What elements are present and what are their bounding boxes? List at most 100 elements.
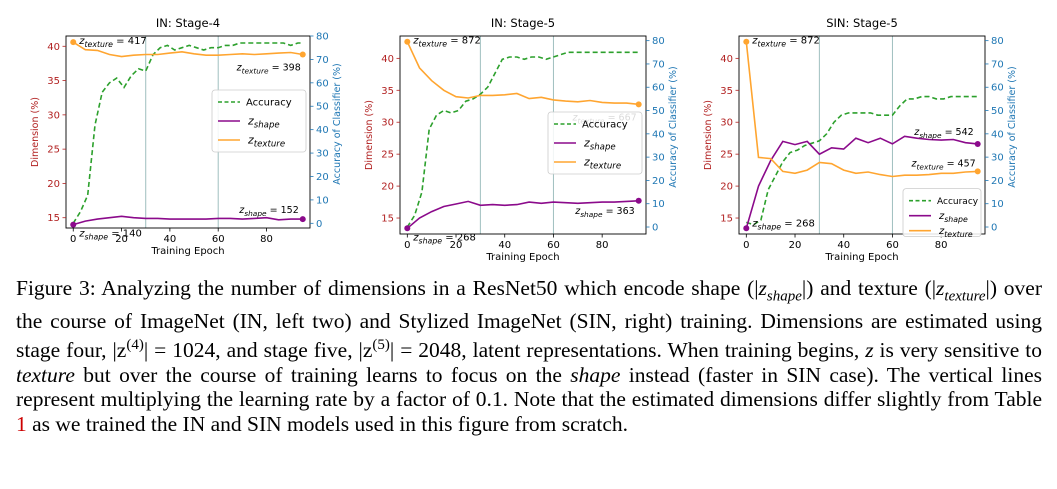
shape-end-annotation-var: z <box>238 205 245 216</box>
legend-z-texture-label: ztexture <box>938 226 973 239</box>
legend-accuracy-label: Accuracy <box>937 197 979 207</box>
shape-end-annotation-sub: shape <box>244 209 267 218</box>
texture-start-annotation-var: z <box>412 36 419 47</box>
shape-start-annotation-sub: shape <box>758 222 782 231</box>
legend-z-texture-label-var: z <box>247 134 254 147</box>
legend-z-shape-label: zshape <box>938 211 968 224</box>
x-tick-label: 80 <box>260 234 273 245</box>
legend: Accuracy zshape ztexture <box>902 188 982 239</box>
texture-end-annotation-sub: texture <box>917 162 944 171</box>
shape-start-annotation-var: z <box>751 218 758 229</box>
x-tick-label: 40 <box>837 240 850 251</box>
x-tick-label: 40 <box>164 234 177 245</box>
texture-end-annotation-sub: texture <box>242 67 269 76</box>
y-right-tick-label: 80 <box>316 32 329 43</box>
texture-start-annotation-var: z <box>751 36 758 47</box>
shape-start-annotation-value: = 268 <box>442 232 476 243</box>
y-tick-label: 35 <box>720 86 733 97</box>
z-shape-line <box>745 135 978 229</box>
y-right-tick-label: 60 <box>652 83 665 94</box>
texture-start-annotation-sub: texture <box>84 40 113 49</box>
z-texture-line <box>406 41 639 106</box>
shape-start-annotation: zshape = 268 <box>412 232 476 245</box>
x-tick-label: 0 <box>404 240 410 251</box>
y-right-tick-label: 50 <box>991 106 1004 117</box>
x-axis-label: Training Epoch <box>150 246 224 257</box>
z-texture-end-marker <box>299 51 306 58</box>
shape-end-annotation: zshape = 363 <box>574 206 635 219</box>
shape-start-annotation-value: = 140 <box>108 229 142 240</box>
shape-end-annotation-var: z <box>913 127 920 138</box>
y-right-tick-label: 70 <box>991 59 1004 70</box>
y-tick-label: 35 <box>381 86 394 97</box>
y-right-tick-label: 10 <box>316 195 329 206</box>
y-right-tick-label: 30 <box>316 149 329 160</box>
y-tick-label: 40 <box>720 54 733 65</box>
texture-start-annotation-value: = 872 <box>447 36 481 47</box>
accuracy-line <box>746 95 978 226</box>
y-tick-label: 40 <box>47 42 60 53</box>
chart-3: SIN: Stage-5 0 20 40 60 80 Training Epoch 15 20 2… <box>703 16 1018 263</box>
x-tick-label: 20 <box>115 234 128 245</box>
z-shape-start-marker <box>404 225 411 232</box>
y-tick-label: 30 <box>381 118 394 129</box>
y-right-tick-label: 10 <box>652 199 665 210</box>
x-tick-label: 0 <box>743 240 749 251</box>
legend-z-shape-label-sub: shape <box>254 121 280 131</box>
x-tick-label: 60 <box>547 240 560 251</box>
y-tick-label: 20 <box>47 179 60 190</box>
legend-z-shape-label-var: z <box>583 137 590 150</box>
x-tick-label: 60 <box>886 240 899 251</box>
texture-start-annotation: ztexture = 417 <box>78 36 147 49</box>
y-right-tick-label: 0 <box>991 223 997 234</box>
legend-accuracy-label: Accuracy <box>582 120 628 131</box>
x-axis-label: Training Epoch <box>824 252 898 263</box>
z-texture-start-marker <box>404 38 411 45</box>
y-tick-label: 35 <box>47 76 60 87</box>
z-shape-line <box>406 200 639 229</box>
y-tick-label: 30 <box>720 118 733 129</box>
texture-end-annotation-value: = 398 <box>269 63 301 74</box>
plot-frame <box>738 35 986 235</box>
chart-title: SIN: Stage-5 <box>826 16 898 30</box>
x-tick-label: 20 <box>450 240 463 251</box>
texture-start-annotation-sub: texture <box>758 40 787 49</box>
texture-start-annotation-var: z <box>78 36 85 47</box>
y-right-tick-label: 0 <box>316 219 322 230</box>
legend-accuracy-label: Accuracy <box>246 98 292 109</box>
y-tick-label: 20 <box>720 182 733 193</box>
legend-box <box>547 111 643 175</box>
shape-end-annotation-value: = 363 <box>603 206 635 217</box>
legend-z-texture-label: ztexture <box>583 156 621 172</box>
y-right-tick-label: 50 <box>316 102 329 113</box>
z-texture-start-marker <box>743 38 750 45</box>
y-tick-label: 25 <box>47 145 60 156</box>
texture-end-annotation: ztexture = 457 <box>911 158 976 171</box>
legend-z-texture-label: ztexture <box>247 134 285 150</box>
z-texture-end-marker <box>974 168 981 175</box>
legend-box <box>211 89 307 153</box>
x-axis-label: Training Epoch <box>485 252 559 263</box>
y-right-tick-label: 0 <box>652 223 658 234</box>
y-axis-label: Dimension (%) <box>703 100 714 170</box>
table-ref-link[interactable]: 1 <box>16 411 27 436</box>
shape-start-annotation: zshape = 140 <box>78 229 142 242</box>
y-right-tick-label: 60 <box>991 83 1004 94</box>
texture-end-annotation-var: z <box>236 63 243 74</box>
legend-z-shape-label-var: z <box>247 115 254 128</box>
shape-start-annotation-var: z <box>412 232 419 243</box>
shape-end-annotation-var: z <box>574 206 581 217</box>
x-tick-label: 60 <box>212 234 225 245</box>
plot-frame <box>399 35 647 235</box>
shape-start-annotation: zshape = 268 <box>751 218 815 231</box>
figure-charts: IN: Stage-4 0 20 40 60 80 Training Epoch 15 20 25… <box>30 16 1018 263</box>
y-right-tick-label: 40 <box>991 129 1004 140</box>
texture-start-annotation-value: = 417 <box>113 36 147 47</box>
plot-frame <box>65 35 311 229</box>
shape-end-annotation-value: = 152 <box>267 205 299 216</box>
shape-end-annotation: zshape = 542 <box>913 127 974 140</box>
y-right-tick-label: 70 <box>652 59 665 70</box>
texture-start-annotation-value: = 872 <box>786 36 820 47</box>
z-shape-start-marker <box>743 225 750 232</box>
